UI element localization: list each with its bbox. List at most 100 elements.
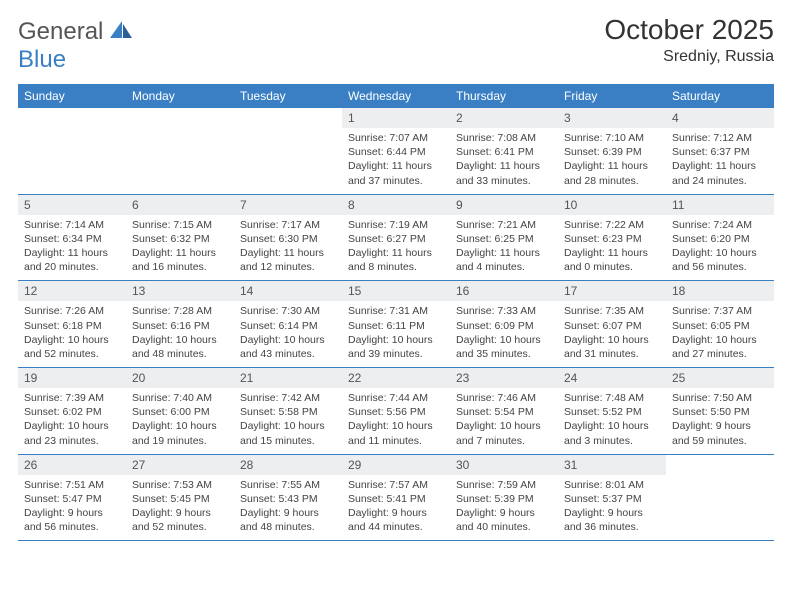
logo-text-blue: Blue [18, 46, 66, 73]
day-cell: 8Sunrise: 7:19 AMSunset: 6:27 PMDaylight… [342, 194, 450, 281]
daylight-text: Daylight: 9 hours and 36 minutes. [564, 506, 660, 534]
sunset-text: Sunset: 6:07 PM [564, 319, 660, 333]
day-cell: 15Sunrise: 7:31 AMSunset: 6:11 PMDayligh… [342, 281, 450, 368]
daylight-text: Daylight: 10 hours and 39 minutes. [348, 333, 444, 361]
sunset-text: Sunset: 5:54 PM [456, 405, 552, 419]
day-number: 28 [234, 455, 342, 475]
sunrise-text: Sunrise: 7:35 AM [564, 304, 660, 318]
day-body: Sunrise: 7:31 AMSunset: 6:11 PMDaylight:… [342, 301, 450, 367]
day-cell: 10Sunrise: 7:22 AMSunset: 6:23 PMDayligh… [558, 194, 666, 281]
daylight-text: Daylight: 10 hours and 7 minutes. [456, 419, 552, 447]
day-cell: 23Sunrise: 7:46 AMSunset: 5:54 PMDayligh… [450, 368, 558, 455]
day-body: Sunrise: 7:10 AMSunset: 6:39 PMDaylight:… [558, 128, 666, 194]
sunrise-text: Sunrise: 7:51 AM [24, 478, 120, 492]
day-body: Sunrise: 7:39 AMSunset: 6:02 PMDaylight:… [18, 388, 126, 454]
day-body: Sunrise: 7:44 AMSunset: 5:56 PMDaylight:… [342, 388, 450, 454]
daylight-text: Daylight: 10 hours and 27 minutes. [672, 333, 768, 361]
day-number: 2 [450, 108, 558, 128]
calendar-body: 1Sunrise: 7:07 AMSunset: 6:44 PMDaylight… [18, 108, 774, 541]
daylight-text: Daylight: 11 hours and 28 minutes. [564, 159, 660, 187]
sunrise-text: Sunrise: 8:01 AM [564, 478, 660, 492]
calendar-table: SundayMondayTuesdayWednesdayThursdayFrid… [18, 84, 774, 541]
sunset-text: Sunset: 5:37 PM [564, 492, 660, 506]
day-cell: 30Sunrise: 7:59 AMSunset: 5:39 PMDayligh… [450, 454, 558, 541]
day-body: Sunrise: 7:14 AMSunset: 6:34 PMDaylight:… [18, 215, 126, 281]
day-body: Sunrise: 7:30 AMSunset: 6:14 PMDaylight:… [234, 301, 342, 367]
sunrise-text: Sunrise: 7:14 AM [24, 218, 120, 232]
day-cell: 14Sunrise: 7:30 AMSunset: 6:14 PMDayligh… [234, 281, 342, 368]
sunrise-text: Sunrise: 7:39 AM [24, 391, 120, 405]
day-cell: 11Sunrise: 7:24 AMSunset: 6:20 PMDayligh… [666, 194, 774, 281]
daylight-text: Daylight: 11 hours and 20 minutes. [24, 246, 120, 274]
day-cell: 29Sunrise: 7:57 AMSunset: 5:41 PMDayligh… [342, 454, 450, 541]
day-header: Friday [558, 84, 666, 108]
daylight-text: Daylight: 10 hours and 23 minutes. [24, 419, 120, 447]
day-cell: 21Sunrise: 7:42 AMSunset: 5:58 PMDayligh… [234, 368, 342, 455]
sunrise-text: Sunrise: 7:17 AM [240, 218, 336, 232]
day-body: Sunrise: 7:26 AMSunset: 6:18 PMDaylight:… [18, 301, 126, 367]
day-cell [126, 108, 234, 194]
daylight-text: Daylight: 10 hours and 11 minutes. [348, 419, 444, 447]
day-body [126, 128, 234, 186]
sunrise-text: Sunrise: 7:07 AM [348, 131, 444, 145]
sunrise-text: Sunrise: 7:22 AM [564, 218, 660, 232]
day-body: Sunrise: 7:21 AMSunset: 6:25 PMDaylight:… [450, 215, 558, 281]
day-number: 13 [126, 281, 234, 301]
sunrise-text: Sunrise: 7:30 AM [240, 304, 336, 318]
sunrise-text: Sunrise: 7:19 AM [348, 218, 444, 232]
sunset-text: Sunset: 6:14 PM [240, 319, 336, 333]
sunrise-text: Sunrise: 7:31 AM [348, 304, 444, 318]
sunrise-text: Sunrise: 7:46 AM [456, 391, 552, 405]
day-number [666, 455, 774, 475]
day-number: 3 [558, 108, 666, 128]
day-cell: 22Sunrise: 7:44 AMSunset: 5:56 PMDayligh… [342, 368, 450, 455]
sunrise-text: Sunrise: 7:37 AM [672, 304, 768, 318]
sunset-text: Sunset: 6:25 PM [456, 232, 552, 246]
day-number: 8 [342, 195, 450, 215]
daylight-text: Daylight: 9 hours and 48 minutes. [240, 506, 336, 534]
daylight-text: Daylight: 11 hours and 12 minutes. [240, 246, 336, 274]
day-cell: 13Sunrise: 7:28 AMSunset: 6:16 PMDayligh… [126, 281, 234, 368]
sunrise-text: Sunrise: 7:55 AM [240, 478, 336, 492]
day-number: 30 [450, 455, 558, 475]
sunrise-text: Sunrise: 7:44 AM [348, 391, 444, 405]
daylight-text: Daylight: 11 hours and 37 minutes. [348, 159, 444, 187]
sunset-text: Sunset: 6:39 PM [564, 145, 660, 159]
daylight-text: Daylight: 10 hours and 52 minutes. [24, 333, 120, 361]
sunset-text: Sunset: 5:58 PM [240, 405, 336, 419]
day-number: 22 [342, 368, 450, 388]
sunset-text: Sunset: 6:27 PM [348, 232, 444, 246]
day-body: Sunrise: 7:19 AMSunset: 6:27 PMDaylight:… [342, 215, 450, 281]
day-number: 17 [558, 281, 666, 301]
day-body: Sunrise: 7:12 AMSunset: 6:37 PMDaylight:… [666, 128, 774, 194]
sunset-text: Sunset: 6:30 PM [240, 232, 336, 246]
sunset-text: Sunset: 6:34 PM [24, 232, 120, 246]
day-body: Sunrise: 7:40 AMSunset: 6:00 PMDaylight:… [126, 388, 234, 454]
day-number: 7 [234, 195, 342, 215]
day-number: 1 [342, 108, 450, 128]
day-cell: 5Sunrise: 7:14 AMSunset: 6:34 PMDaylight… [18, 194, 126, 281]
day-number: 25 [666, 368, 774, 388]
day-cell: 31Sunrise: 8:01 AMSunset: 5:37 PMDayligh… [558, 454, 666, 541]
day-header: Saturday [666, 84, 774, 108]
day-number [18, 108, 126, 128]
day-cell: 16Sunrise: 7:33 AMSunset: 6:09 PMDayligh… [450, 281, 558, 368]
sunrise-text: Sunrise: 7:48 AM [564, 391, 660, 405]
sunrise-text: Sunrise: 7:21 AM [456, 218, 552, 232]
day-cell: 1Sunrise: 7:07 AMSunset: 6:44 PMDaylight… [342, 108, 450, 194]
daylight-text: Daylight: 9 hours and 44 minutes. [348, 506, 444, 534]
day-number: 26 [18, 455, 126, 475]
day-body: Sunrise: 7:53 AMSunset: 5:45 PMDaylight:… [126, 475, 234, 541]
day-number: 21 [234, 368, 342, 388]
day-cell: 24Sunrise: 7:48 AMSunset: 5:52 PMDayligh… [558, 368, 666, 455]
daylight-text: Daylight: 9 hours and 40 minutes. [456, 506, 552, 534]
daylight-text: Daylight: 10 hours and 43 minutes. [240, 333, 336, 361]
calendar-page: General Blue October 2025 Sredniy, Russi… [0, 0, 792, 555]
day-cell: 18Sunrise: 7:37 AMSunset: 6:05 PMDayligh… [666, 281, 774, 368]
logo-text-general: General [18, 18, 103, 45]
day-cell: 6Sunrise: 7:15 AMSunset: 6:32 PMDaylight… [126, 194, 234, 281]
sunset-text: Sunset: 6:41 PM [456, 145, 552, 159]
day-number: 4 [666, 108, 774, 128]
sunset-text: Sunset: 6:37 PM [672, 145, 768, 159]
week-row: 1Sunrise: 7:07 AMSunset: 6:44 PMDaylight… [18, 108, 774, 194]
